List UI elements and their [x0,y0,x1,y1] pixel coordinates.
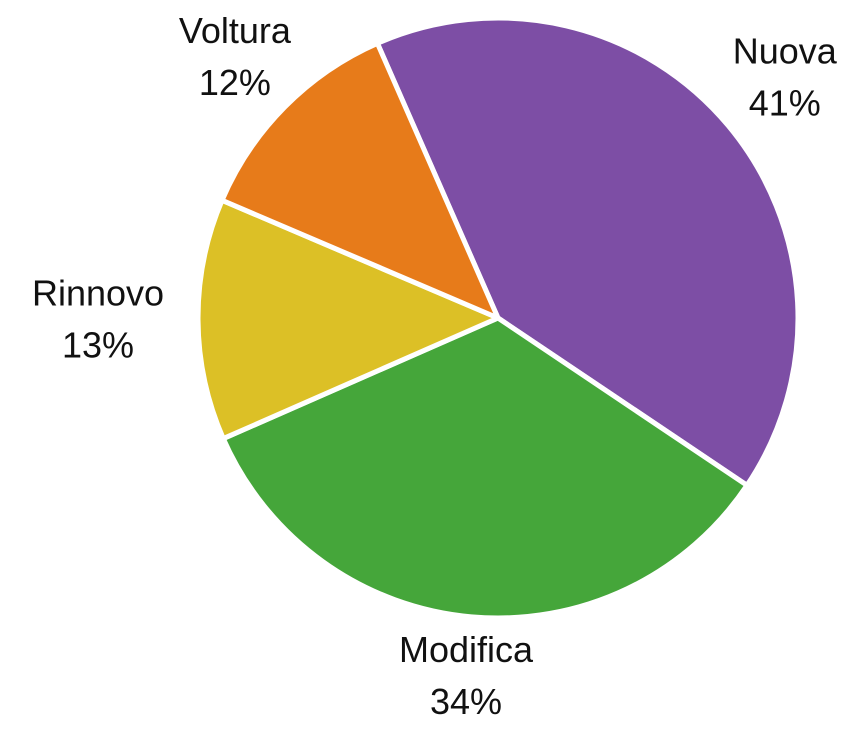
pie-slice [219,40,501,321]
slice-label: Modifica [399,629,534,670]
slice-value-label: 34% [430,681,502,722]
pie-slice [374,15,801,488]
slice-label: Nuova [733,31,838,72]
slice-value-label: 41% [749,83,821,124]
pie-slice [220,315,750,621]
pie-slice [195,197,501,442]
slice-value-label: 12% [199,62,271,103]
slice-label: Voltura [179,10,292,51]
slice-label: Rinnovo [32,273,164,314]
slice-value-label: 13% [62,325,134,366]
